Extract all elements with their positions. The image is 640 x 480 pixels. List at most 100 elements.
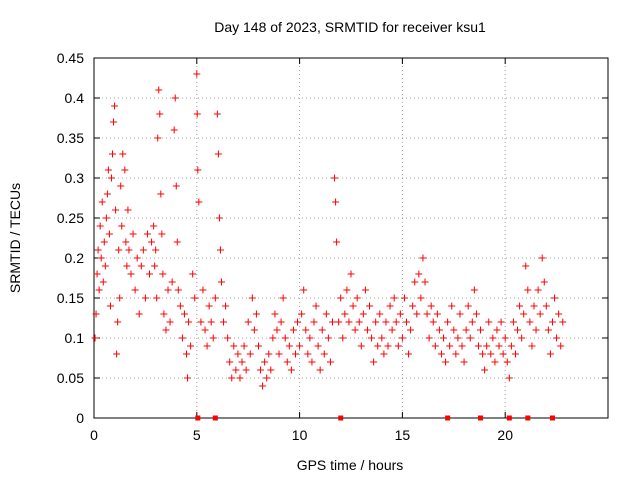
data-point [110,118,118,126]
data-point [495,342,503,350]
data-point [102,214,110,222]
data-point [133,254,141,262]
zero-marker [478,415,484,421]
data-point [540,278,548,286]
data-point [322,310,330,318]
data-point [450,326,458,334]
data-point [224,334,232,342]
data-point [452,350,460,358]
data-point [306,334,314,342]
data-point [308,358,316,366]
y-tick-label: 0 [76,410,84,426]
data-point [184,374,192,382]
data-point [413,310,421,318]
data-point [217,278,225,286]
data-point [300,286,308,294]
zero-marker [445,415,451,421]
data-point [228,374,236,382]
data-point [491,358,499,366]
data-point [183,350,191,358]
data-point [242,366,250,374]
data-point [263,374,271,382]
data-point [528,342,536,350]
data-point [341,310,349,318]
data-point [158,230,166,238]
data-point [509,318,517,326]
data-point [269,334,277,342]
data-point [141,294,149,302]
data-point [345,318,353,326]
data-point [222,302,230,310]
zero-marker [549,415,555,421]
data-point [271,310,279,318]
data-point [172,182,180,190]
zero-marker [506,415,512,421]
data-point [250,326,258,334]
data-point [93,270,101,278]
data-point [339,334,347,342]
data-point [522,262,530,270]
data-point [454,334,462,342]
data-point [99,278,107,286]
data-point [386,302,394,310]
data-point [448,302,456,310]
data-point [176,302,184,310]
data-point [548,318,556,326]
y-tick-label: 0.2 [65,250,85,266]
data-point [314,342,322,350]
data-point [279,294,287,302]
data-point [437,350,445,358]
data-point [207,318,215,326]
data-point [472,310,480,318]
data-point [481,366,489,374]
data-point [310,318,318,326]
data-point [409,302,417,310]
data-point [139,246,147,254]
data-point [214,150,222,158]
data-point [285,342,293,350]
y-tick-label: 0.05 [57,370,84,386]
data-point [96,222,104,230]
data-point [425,334,433,342]
data-point [298,310,306,318]
data-point [440,334,448,342]
data-point [205,302,213,310]
data-point [380,350,388,358]
zero-markers [195,415,555,421]
data-point [121,166,129,174]
data-point [538,254,546,262]
data-point [542,302,550,310]
data-point [257,366,265,374]
data-point [312,302,320,310]
data-point [95,286,103,294]
data-point [501,334,509,342]
data-point [518,334,526,342]
data-point [106,302,114,310]
data-point [477,326,485,334]
data-point [460,358,468,366]
data-point [489,334,497,342]
data-point [505,374,513,382]
data-point [429,318,437,326]
grid [94,58,608,418]
plot-frame [93,57,609,419]
data-point [335,318,343,326]
zero-marker [212,415,218,421]
y-tick-label: 0.4 [65,90,85,106]
data-point [162,326,170,334]
data-point [415,270,423,278]
data-point [267,366,275,374]
data-point [553,334,561,342]
data-point [174,286,182,294]
data-point [370,358,378,366]
data-point [153,294,161,302]
data-point [101,262,109,270]
data-point [382,318,390,326]
data-point [194,166,202,174]
data-point [361,286,369,294]
data-point [197,318,205,326]
data-point [131,286,139,294]
data-point [164,286,172,294]
x-tick-label: 15 [395,427,411,443]
data-point [530,302,538,310]
